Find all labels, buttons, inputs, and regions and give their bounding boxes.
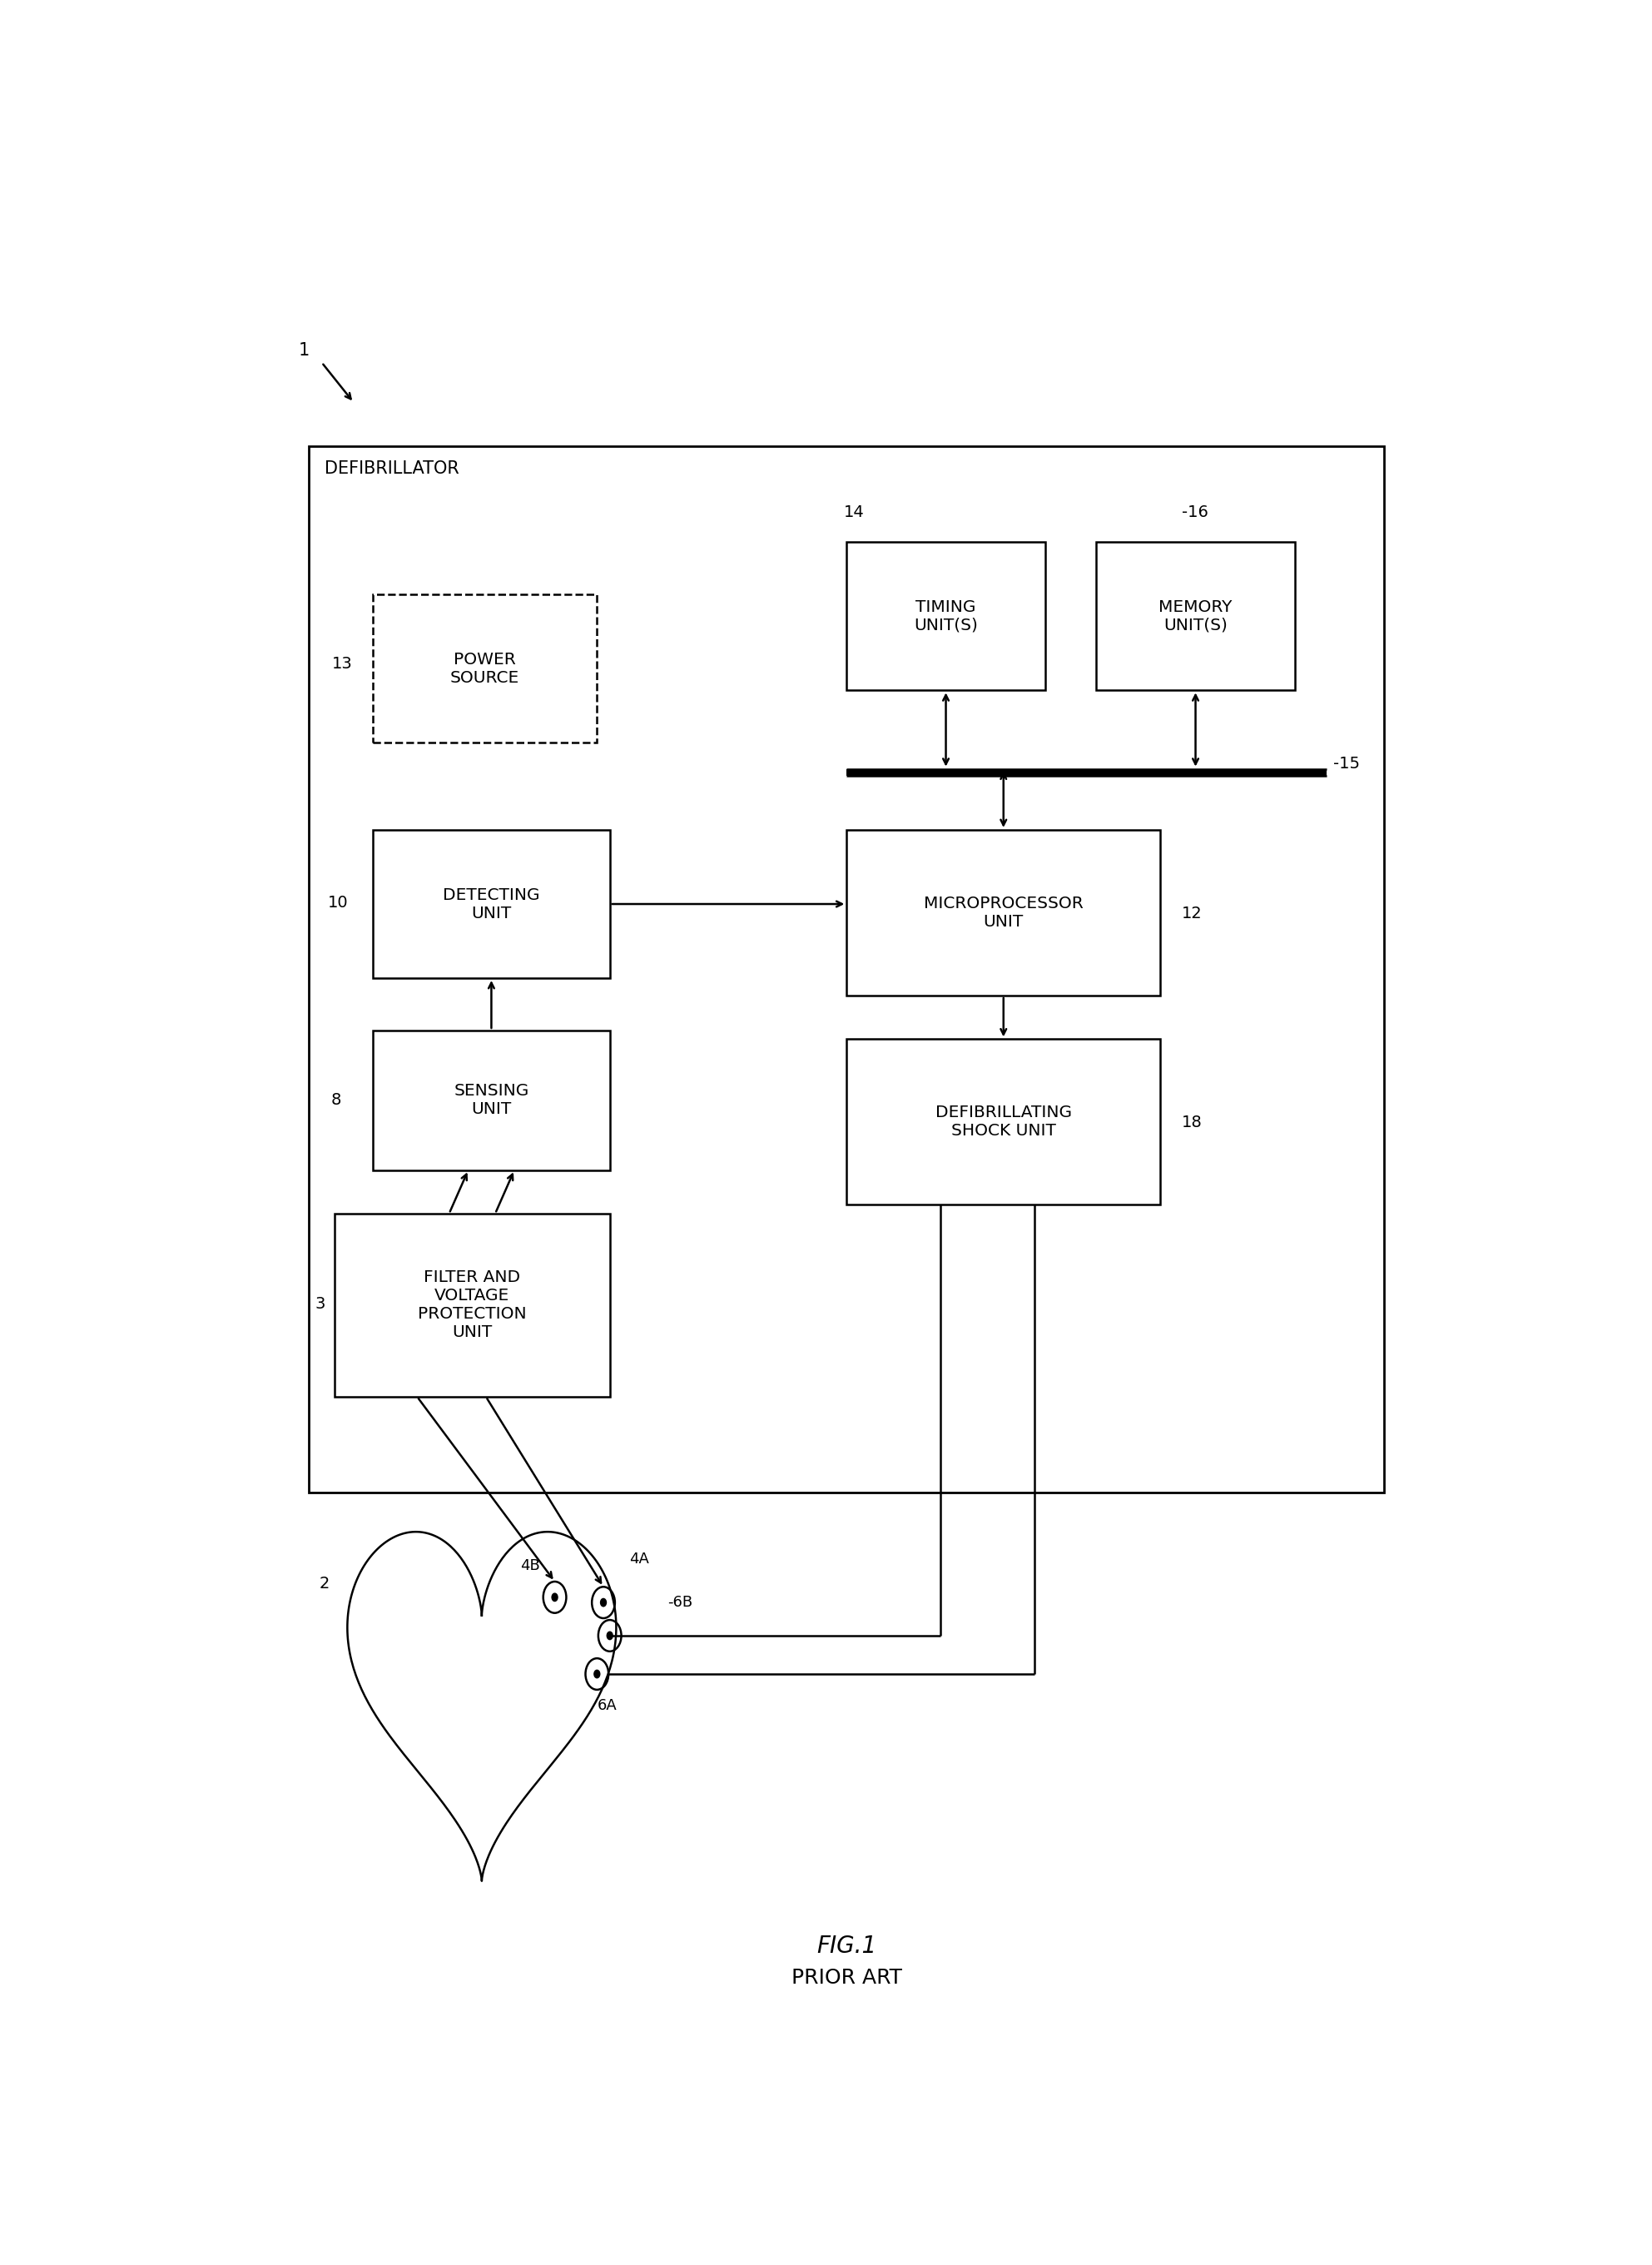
Text: 10: 10 [329,895,349,911]
Text: 13: 13 [332,657,352,673]
Text: SENSING
UNIT: SENSING UNIT [454,1083,529,1117]
Text: 4B: 4B [520,1558,540,1574]
Text: 14: 14 [844,505,864,521]
FancyBboxPatch shape [847,1040,1160,1205]
Text: MEMORY
UNIT(S): MEMORY UNIT(S) [1158,600,1232,634]
FancyBboxPatch shape [309,446,1384,1493]
Text: -16: -16 [1183,505,1209,521]
Text: FILTER AND
VOLTAGE
PROTECTION
UNIT: FILTER AND VOLTAGE PROTECTION UNIT [418,1271,527,1341]
Text: 2: 2 [319,1576,329,1592]
Text: POWER
SOURCE: POWER SOURCE [451,652,520,686]
Text: DEFIBRILLATOR: DEFIBRILLATOR [324,460,459,478]
Text: 18: 18 [1183,1114,1203,1130]
Text: 4A: 4A [629,1552,649,1567]
Text: MICROPROCESSOR
UNIT: MICROPROCESSOR UNIT [923,895,1084,931]
Text: TIMING
UNIT(S): TIMING UNIT(S) [914,600,978,634]
Text: -6B: -6B [667,1595,692,1610]
Text: FIG.1: FIG.1 [816,1934,877,1957]
FancyBboxPatch shape [335,1214,610,1398]
Circle shape [606,1631,613,1640]
Circle shape [552,1592,558,1601]
Text: 12: 12 [1183,906,1203,922]
Circle shape [595,1669,600,1678]
FancyBboxPatch shape [373,1031,610,1171]
Text: 6A: 6A [596,1699,616,1712]
Text: 8: 8 [330,1092,340,1108]
Text: PRIOR ART: PRIOR ART [791,1968,902,1986]
FancyBboxPatch shape [847,541,1046,691]
Text: -15: -15 [1333,757,1360,772]
Circle shape [601,1599,606,1606]
Text: DETECTING
UNIT: DETECTING UNIT [443,888,540,922]
Text: DEFIBRILLATING
SHOCK UNIT: DEFIBRILLATING SHOCK UNIT [935,1105,1072,1139]
Text: 1: 1 [299,342,309,358]
FancyBboxPatch shape [373,829,610,978]
FancyBboxPatch shape [847,829,1160,997]
FancyBboxPatch shape [1097,541,1295,691]
Text: 3: 3 [316,1296,325,1311]
FancyBboxPatch shape [373,593,596,743]
